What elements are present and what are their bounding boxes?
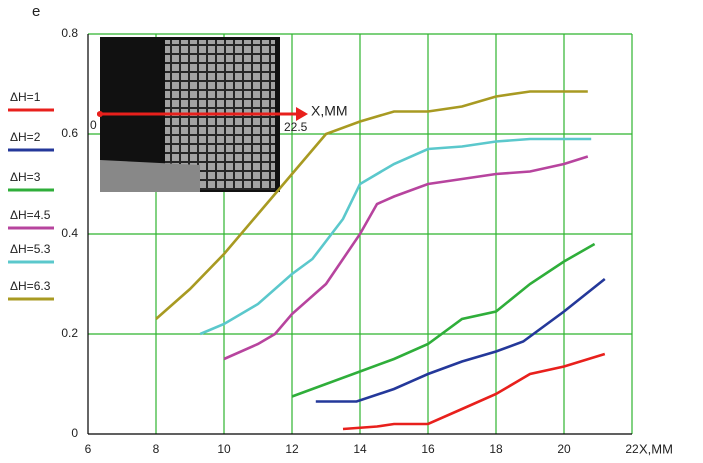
y-tick-label: 0 — [71, 426, 78, 440]
legend-label: ΔH=5.3 — [10, 242, 51, 256]
legend-label: ΔH=3 — [10, 170, 41, 184]
x-tick-label: 20 — [557, 442, 571, 456]
x-tick-label: 22 — [625, 442, 639, 456]
inset-axis-label: X,MM — [311, 103, 348, 119]
y-tick-label: 0.6 — [61, 126, 78, 140]
legend-label: ΔH=4.5 — [10, 208, 51, 222]
inset-origin — [97, 111, 103, 117]
data-line — [342, 352, 606, 431]
y-tick-label: 0.8 — [61, 26, 78, 40]
x-tick-label: 12 — [285, 442, 299, 456]
x-tick-label: 8 — [153, 442, 160, 456]
legend-label: ΔH=2 — [10, 130, 41, 144]
data-line — [291, 242, 596, 398]
y-tick-label: 0.4 — [61, 226, 78, 240]
x-tick-label: 16 — [421, 442, 435, 456]
legend-label: ΔH=1 — [10, 90, 41, 104]
data-line — [315, 277, 606, 403]
x-axis-label: X,MM — [639, 441, 673, 456]
data-line — [199, 137, 592, 336]
y-tick-label: 0.2 — [61, 326, 78, 340]
inset-start-label: 0 — [90, 118, 97, 132]
x-tick-label: 18 — [489, 442, 503, 456]
data-line — [223, 155, 589, 361]
x-tick-label: 10 — [217, 442, 231, 456]
x-tick-label: 6 — [85, 442, 92, 456]
inset-arrow-head — [296, 107, 308, 121]
data-line — [155, 90, 588, 320]
panel-label: e — [32, 3, 40, 20]
inset-end-label: 22.5 — [284, 120, 308, 134]
x-tick-label: 14 — [353, 442, 367, 456]
legend-label: ΔH=6.3 — [10, 279, 51, 293]
